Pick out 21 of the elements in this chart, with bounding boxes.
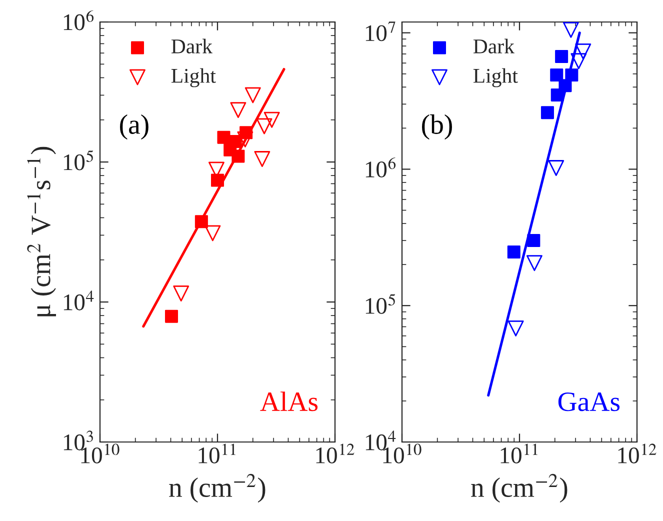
y-tick-label: 10$^{6}$ — [366, 158, 396, 178]
y-tick-label: 10$^{7}$ — [366, 22, 396, 42]
x-axis-title: n (cm$^{−2}$) — [471, 474, 568, 503]
annotation: (b) — [422, 114, 452, 140]
x-axis-title: n (cm$^{−2}$) — [169, 474, 266, 503]
y-tick-label: 10$^{5}$ — [64, 150, 94, 170]
y-tick-label: 10$^{6}$ — [64, 10, 94, 30]
legend-label: Light — [473, 68, 518, 88]
y-tick-label: 10$^{4}$ — [64, 290, 94, 310]
annotation: AlAs — [260, 392, 318, 412]
x-tick-label: 10$^{12}$ — [618, 444, 656, 464]
legend-label: Dark — [171, 38, 212, 54]
legend-label: Light — [171, 68, 216, 88]
legend-label: Dark — [473, 38, 514, 54]
x-tick-label: 10$^{12}$ — [316, 444, 354, 464]
annotation: (a) — [120, 114, 148, 140]
y-axis-title: μ (cm$^{2}$ V$^{−1}$s$^{−1}$) — [27, 146, 56, 316]
x-tick-label: 10$^{11}$ — [500, 444, 538, 464]
annotation: GaAs — [558, 392, 620, 412]
y-tick-label: 10$^{5}$ — [366, 294, 396, 314]
x-tick-label: 10$^{11}$ — [198, 444, 236, 464]
